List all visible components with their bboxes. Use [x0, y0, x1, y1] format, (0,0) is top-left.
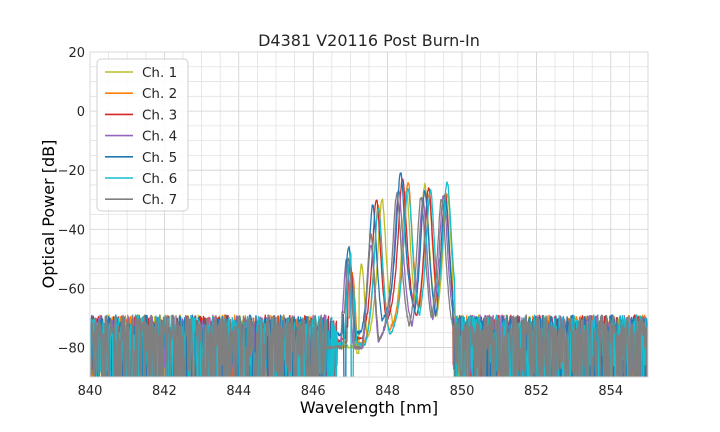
x-tick-label: 846: [301, 384, 326, 399]
legend-entry-label: Ch. 3: [142, 107, 177, 123]
y-tick-label: −40: [58, 223, 85, 238]
series-line-7: [90, 192, 648, 377]
y-axis-label: Optical Power [dB]: [39, 140, 58, 289]
legend: Ch. 1 Ch. 2 Ch. 3 Ch. 4 Ch. 5 Ch. 6 Ch. 7: [96, 58, 189, 212]
legend-entry-label: Ch. 1: [142, 65, 177, 81]
y-tick-label: −60: [58, 282, 85, 297]
axes: 840 842 844 846 848 850 852 854 −80 −60 −40 −20 0 20: [58, 46, 649, 399]
x-tick-label: 852: [524, 384, 549, 399]
plot-area: [90, 172, 648, 377]
x-tick-label: 842: [152, 384, 177, 399]
x-tick-label: 844: [226, 384, 251, 399]
x-tick-label: 840: [78, 384, 103, 399]
x-tick-label: 848: [375, 384, 400, 399]
plot-frame: [89, 51, 649, 378]
y-tick-label: −80: [58, 341, 85, 356]
legend-entry-label: Ch. 5: [142, 150, 177, 166]
y-tick-label: 0: [77, 105, 85, 120]
x-tick-label: 850: [450, 384, 475, 399]
legend-box: [96, 58, 189, 212]
legend-entry-label: Ch. 6: [142, 171, 177, 187]
y-tick-label: −20: [58, 164, 85, 179]
chart-title: D4381 V20116 Post Burn-In: [258, 31, 480, 50]
y-tick-label: 20: [68, 46, 85, 61]
legend-entry-label: Ch. 4: [142, 129, 177, 145]
legend-entry-label: Ch. 2: [142, 86, 177, 102]
series-line-6: [90, 181, 648, 377]
legend-entry-label: Ch. 7: [142, 192, 177, 208]
x-axis-label: Wavelength [nm]: [300, 398, 438, 417]
x-tick-label: 854: [598, 384, 623, 399]
